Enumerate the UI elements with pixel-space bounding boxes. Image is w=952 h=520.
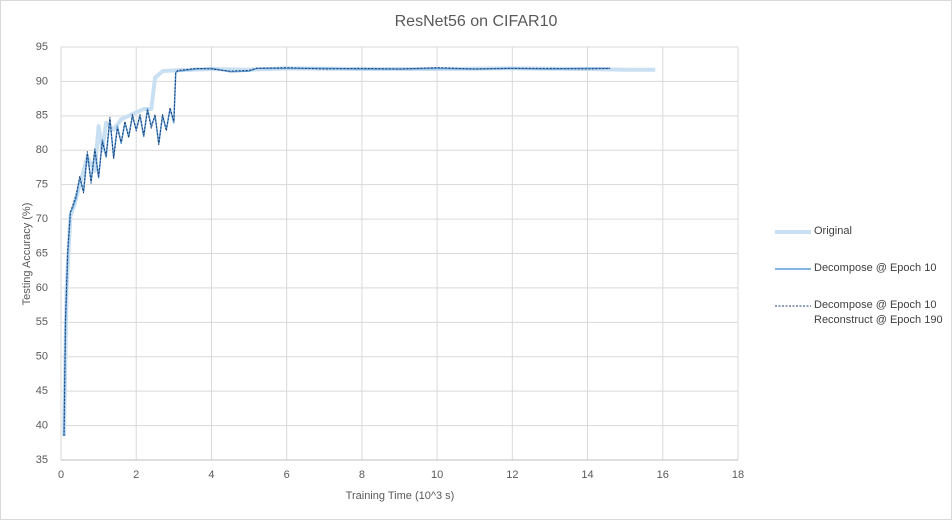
legend-label: Decompose @ Epoch 10 Reconstruct @ Epoch…	[814, 299, 943, 326]
y-tick-label: 75	[36, 179, 48, 191]
x-tick-label: 6	[284, 469, 290, 481]
chart-title: ResNet56 on CIFAR10	[395, 13, 558, 30]
legend-entry: Original	[775, 224, 943, 261]
y-tick-label: 70	[36, 213, 48, 225]
legend-swatch	[775, 268, 811, 270]
x-tick-label: 16	[657, 469, 669, 481]
x-tick-label: 12	[506, 469, 518, 481]
x-tick-label: 2	[133, 469, 139, 481]
x-axis-label: Training Time (10^3 s)	[346, 490, 455, 502]
y-tick-label: 60	[36, 282, 48, 294]
y-tick-label: 35	[36, 454, 48, 466]
legend-entry: Decompose @ Epoch 10 Reconstruct @ Epoch…	[775, 298, 943, 335]
legend-entry: Decompose @ Epoch 10	[775, 261, 943, 298]
x-tick-label: 14	[581, 469, 593, 481]
legend-label: Original	[814, 225, 852, 237]
y-tick-label: 55	[36, 316, 48, 328]
x-tick-label: 10	[431, 469, 443, 481]
y-tick-label: 50	[36, 351, 48, 363]
y-tick-label: 80	[36, 144, 48, 156]
legend-label: Decompose @ Epoch 10	[814, 262, 937, 274]
y-tick-label: 65	[36, 247, 48, 259]
legend-swatch	[775, 305, 811, 307]
y-tick-label: 90	[36, 75, 48, 87]
x-tick-label: 8	[359, 469, 365, 481]
y-tick-label: 85	[36, 110, 48, 122]
y-axis-label: Testing Accuracy (%)	[21, 203, 33, 306]
y-tick-label: 45	[36, 385, 48, 397]
y-tick-label: 95	[36, 41, 48, 53]
x-tick-label: 0	[58, 469, 64, 481]
x-tick-label: 18	[732, 469, 744, 481]
y-tick-label: 40	[36, 419, 48, 431]
legend-swatch	[775, 230, 811, 234]
x-tick-label: 4	[208, 469, 214, 481]
legend: Original Decompose @ Epoch 10 Decompose @ …	[775, 224, 943, 335]
